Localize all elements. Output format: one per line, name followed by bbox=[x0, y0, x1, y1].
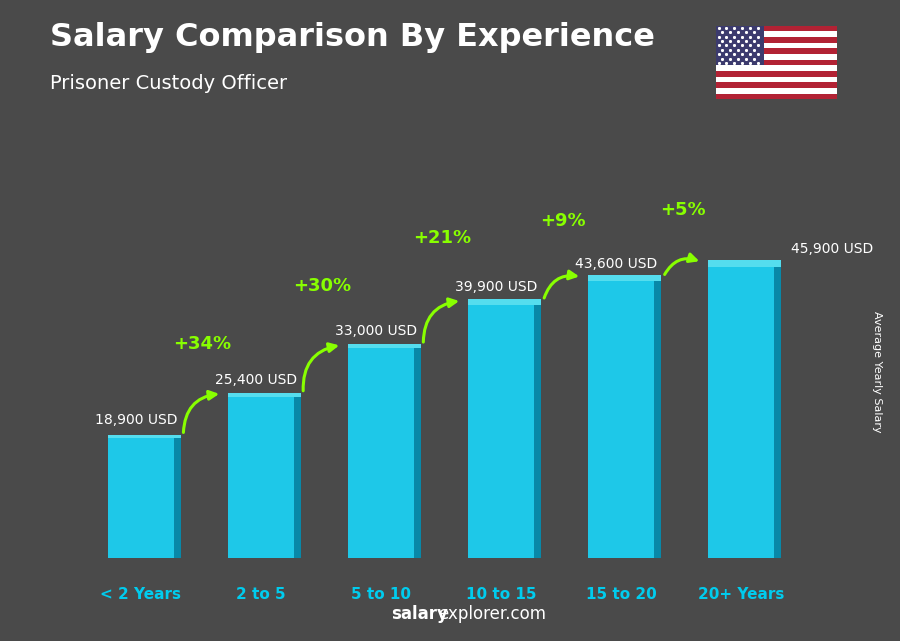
FancyBboxPatch shape bbox=[108, 435, 181, 438]
FancyBboxPatch shape bbox=[174, 437, 181, 558]
FancyBboxPatch shape bbox=[108, 437, 174, 558]
Bar bbox=[716, 60, 837, 65]
Text: 33,000 USD: 33,000 USD bbox=[336, 324, 418, 338]
FancyArrowPatch shape bbox=[544, 271, 576, 298]
Text: +5%: +5% bbox=[660, 201, 706, 219]
Bar bbox=[716, 37, 837, 43]
FancyArrowPatch shape bbox=[423, 299, 456, 342]
Text: Salary Comparison By Experience: Salary Comparison By Experience bbox=[50, 22, 654, 53]
Text: 18,900 USD: 18,900 USD bbox=[95, 413, 178, 427]
Bar bbox=[716, 88, 837, 94]
Text: 20+ Years: 20+ Years bbox=[698, 587, 784, 601]
FancyBboxPatch shape bbox=[468, 299, 541, 304]
Text: 10 to 15: 10 to 15 bbox=[465, 587, 536, 601]
Text: 45,900 USD: 45,900 USD bbox=[791, 242, 874, 256]
FancyArrowPatch shape bbox=[303, 344, 336, 391]
FancyBboxPatch shape bbox=[708, 260, 780, 267]
FancyBboxPatch shape bbox=[228, 395, 294, 558]
Text: +34%: +34% bbox=[174, 335, 231, 353]
FancyBboxPatch shape bbox=[414, 346, 420, 558]
FancyBboxPatch shape bbox=[654, 278, 661, 558]
FancyBboxPatch shape bbox=[294, 395, 301, 558]
FancyBboxPatch shape bbox=[348, 346, 414, 558]
Bar bbox=[716, 54, 837, 60]
Bar bbox=[716, 82, 837, 88]
Bar bbox=[716, 26, 764, 65]
FancyArrowPatch shape bbox=[664, 254, 696, 274]
Bar bbox=[716, 94, 837, 99]
Text: +30%: +30% bbox=[293, 277, 352, 295]
FancyBboxPatch shape bbox=[774, 263, 780, 558]
Bar bbox=[716, 31, 837, 37]
FancyBboxPatch shape bbox=[588, 278, 654, 558]
Text: Prisoner Custody Officer: Prisoner Custody Officer bbox=[50, 74, 286, 93]
Text: 15 to 20: 15 to 20 bbox=[586, 587, 656, 601]
FancyBboxPatch shape bbox=[468, 302, 534, 558]
Text: 25,400 USD: 25,400 USD bbox=[215, 373, 298, 387]
Text: < 2 Years: < 2 Years bbox=[101, 587, 182, 601]
Bar bbox=[716, 43, 837, 48]
FancyBboxPatch shape bbox=[348, 344, 420, 349]
Bar bbox=[716, 77, 837, 82]
Text: explorer.com: explorer.com bbox=[438, 605, 546, 623]
Bar bbox=[716, 65, 837, 71]
FancyBboxPatch shape bbox=[588, 275, 661, 281]
Text: 5 to 10: 5 to 10 bbox=[351, 587, 411, 601]
FancyArrowPatch shape bbox=[184, 392, 216, 433]
Bar bbox=[716, 71, 837, 77]
Bar bbox=[716, 48, 837, 54]
FancyBboxPatch shape bbox=[534, 302, 541, 558]
Bar bbox=[716, 26, 837, 31]
Text: +9%: +9% bbox=[540, 212, 586, 230]
FancyBboxPatch shape bbox=[228, 393, 301, 397]
Text: 2 to 5: 2 to 5 bbox=[236, 587, 286, 601]
Text: Average Yearly Salary: Average Yearly Salary bbox=[872, 311, 883, 433]
Text: salary: salary bbox=[392, 605, 448, 623]
Text: +21%: +21% bbox=[414, 229, 472, 247]
Text: 39,900 USD: 39,900 USD bbox=[455, 280, 538, 294]
Text: 43,600 USD: 43,600 USD bbox=[575, 256, 658, 271]
FancyBboxPatch shape bbox=[708, 263, 774, 558]
